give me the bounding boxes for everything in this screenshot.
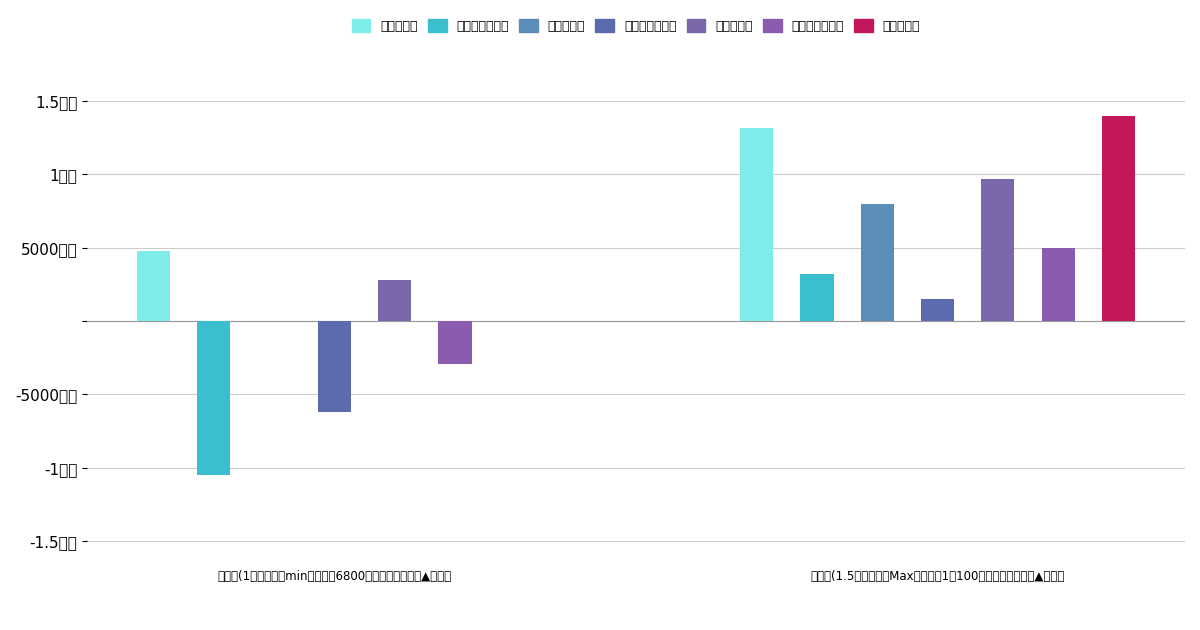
Bar	[137, 251, 170, 321]
Bar	[318, 321, 350, 412]
Text: 過不足(1.5億円保有＋Max年金収入1億100万円）＋は余剰、▲は不足: 過不足(1.5億円保有＋Max年金収入1億100万円）＋は余剰、▲は不足	[810, 571, 1064, 583]
Bar	[920, 299, 954, 321]
Bar	[982, 179, 1014, 321]
Bar	[1102, 116, 1135, 321]
Bar	[800, 274, 834, 321]
Bar	[378, 280, 412, 321]
Bar	[438, 321, 472, 364]
Bar	[1042, 248, 1075, 321]
Text: 過不足(1億円保有＋min年金収入6800万円）＋は余剰、▲は不足: 過不足(1億円保有＋min年金収入6800万円）＋は余剰、▲は不足	[217, 571, 451, 583]
Bar	[860, 204, 894, 321]
Bar	[197, 321, 230, 475]
Legend: 標準生活費, 都心／悠々自適, 都心／清貧, 郊外／悠々自適, 郊外／清貧, 地方／悠々自適, 地方／清貧: 標準生活費, 都心／悠々自適, 都心／清貧, 郊外／悠々自適, 郊外／清貧, 地…	[346, 13, 926, 39]
Bar	[740, 127, 773, 321]
